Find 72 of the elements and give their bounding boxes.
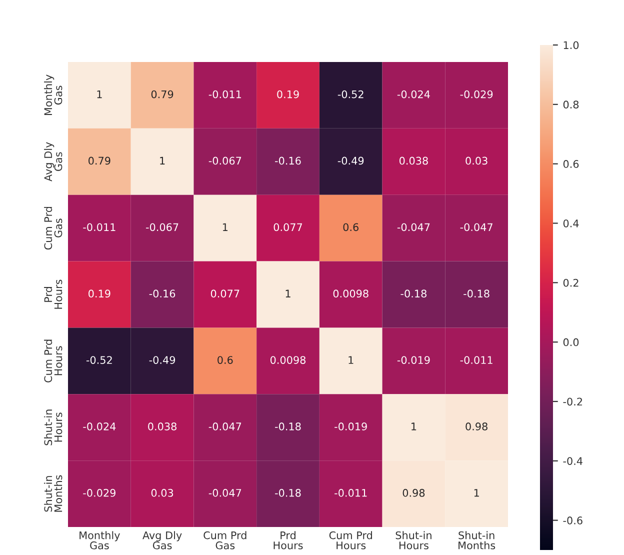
data-label: -0.49 bbox=[149, 356, 176, 364]
data-label: -0.16 bbox=[149, 290, 176, 298]
data-label: -0.029 bbox=[83, 488, 116, 497]
data-label: -0.067 bbox=[146, 223, 178, 232]
color-bar-label: 1.0 bbox=[564, 41, 579, 50]
data-label: 0.98 bbox=[402, 488, 425, 497]
data-label: -0.011 bbox=[334, 488, 367, 497]
data-label: 1 bbox=[474, 489, 479, 497]
y-tick-label: Cum Prd Hours bbox=[44, 340, 62, 382]
x-tick-label: Shut-in Hours bbox=[396, 531, 432, 550]
data-label: -0.067 bbox=[208, 156, 242, 165]
y-tick-label: Cum Prd Gas bbox=[44, 206, 62, 250]
data-label: 1 bbox=[412, 422, 416, 430]
data-label: 0.03 bbox=[466, 156, 488, 165]
data-label: -0.18 bbox=[464, 290, 490, 298]
data-label: -0.047 bbox=[397, 223, 430, 232]
data-label: -0.047 bbox=[208, 422, 242, 430]
data-label: 1 bbox=[222, 223, 228, 231]
y-tick-label: Prd Hours bbox=[44, 280, 62, 309]
data-label: 0.0098 bbox=[270, 356, 306, 364]
data-label: -0.019 bbox=[334, 422, 367, 430]
data-label: 0.038 bbox=[148, 422, 176, 430]
data-label: -0.011 bbox=[460, 356, 492, 364]
color-bar-label: -0.4 bbox=[563, 457, 582, 465]
color-bar-label: 0.4 bbox=[563, 219, 579, 228]
data-label: -0.047 bbox=[460, 223, 492, 232]
data-label: 0.79 bbox=[88, 156, 110, 165]
data-label: 0.077 bbox=[210, 290, 240, 298]
y-tick-label: Avg Dly Gas bbox=[44, 142, 62, 182]
x-tick-label: Shut-in Months bbox=[458, 531, 496, 550]
color-bar-label: 0.0 bbox=[563, 338, 579, 346]
data-label: -0.024 bbox=[397, 90, 430, 98]
data-label: 0.0098 bbox=[333, 290, 368, 298]
data-label: -0.52 bbox=[338, 90, 364, 98]
color-bar-label: 0.8 bbox=[563, 100, 579, 109]
data-label: -0.18 bbox=[275, 422, 301, 430]
y-tick-label: Shut-in Hours bbox=[44, 410, 62, 446]
color-bar-label: -0.2 bbox=[563, 398, 582, 406]
y-tick-label: Shut-in Months bbox=[44, 475, 62, 512]
x-tick-label: Cum Prd Gas bbox=[204, 531, 246, 550]
data-label: 0.6 bbox=[343, 223, 358, 232]
data-label: 1 bbox=[286, 290, 290, 298]
data-label: 0.038 bbox=[399, 156, 428, 165]
data-label: 0.19 bbox=[277, 90, 299, 98]
data-label: -0.011 bbox=[83, 223, 116, 232]
color-bar-label: 0.2 bbox=[563, 278, 578, 287]
data-label: -0.011 bbox=[208, 90, 241, 98]
data-label: -0.019 bbox=[397, 356, 430, 364]
x-tick-label: Monthly Gas bbox=[80, 531, 120, 550]
x-tick-label: Prd Hours bbox=[274, 531, 303, 550]
data-label: 0.077 bbox=[274, 223, 302, 232]
data-label: 1 bbox=[348, 356, 354, 364]
data-label: 0.03 bbox=[151, 488, 174, 497]
data-label: -0.18 bbox=[400, 290, 426, 298]
data-label: -0.49 bbox=[338, 156, 364, 165]
data-label: 0.19 bbox=[88, 290, 110, 298]
color-bar-label: 0.6 bbox=[563, 160, 579, 168]
data-label: 1 bbox=[97, 90, 102, 98]
x-tick-label: Cum Prd Hours bbox=[329, 531, 372, 550]
data-label: -0.18 bbox=[275, 488, 301, 497]
data-label: -0.029 bbox=[460, 90, 493, 98]
data-label: 0.6 bbox=[218, 356, 233, 364]
data-label: 1 bbox=[160, 156, 165, 165]
data-label: -0.52 bbox=[86, 356, 112, 364]
y-tick-label: Monthly Gas bbox=[44, 74, 62, 116]
data-label: -0.047 bbox=[208, 488, 242, 497]
x-tick-label: Avg Dly Gas bbox=[142, 531, 182, 550]
color-bar-label: -0.6 bbox=[563, 516, 582, 524]
data-label: -0.16 bbox=[275, 156, 301, 165]
data-label: -0.024 bbox=[83, 422, 116, 430]
data-label: 0.79 bbox=[151, 90, 174, 98]
data-label: 0.98 bbox=[466, 422, 488, 430]
